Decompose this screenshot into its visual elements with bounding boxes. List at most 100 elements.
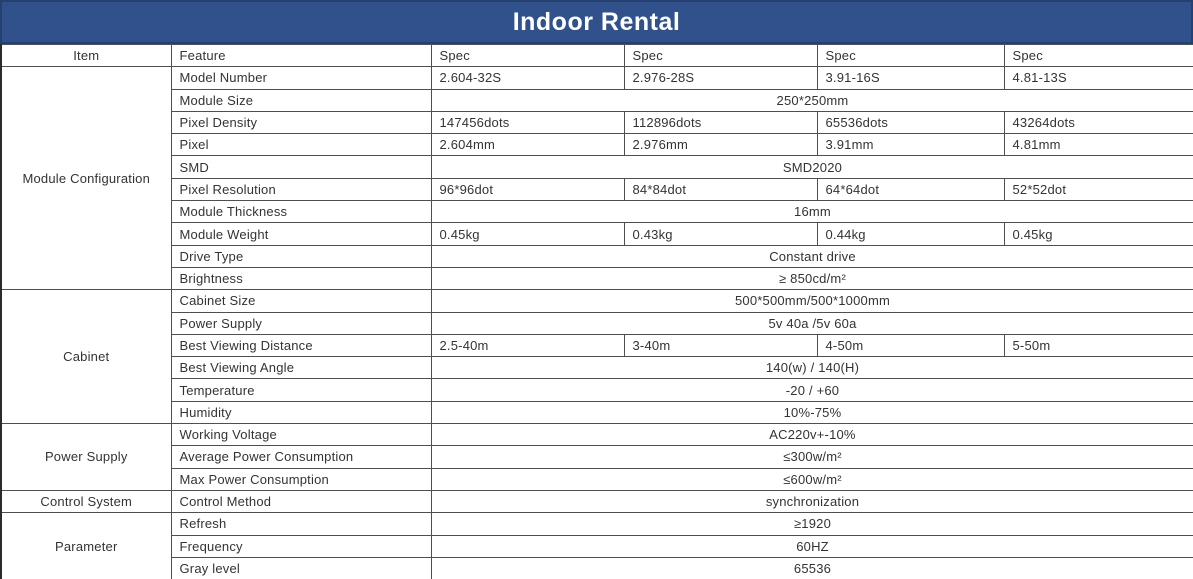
feature-cell: Module Weight	[170, 222, 432, 246]
feature-cell: Max Power Consumption	[170, 467, 432, 491]
table-row: Temperature -20 / +60	[1, 378, 1193, 402]
spec-span-cell: ≥1920	[430, 512, 1193, 536]
feature-cell: SMD	[170, 155, 432, 179]
feature-cell: Pixel	[170, 133, 432, 157]
spec-span-cell: 140(w) / 140(H)	[430, 356, 1193, 380]
feature-cell: Brightness	[170, 266, 432, 291]
spec-span-cell: 5v 40a /5v 60a	[430, 311, 1193, 335]
feature-cell: Pixel Resolution	[170, 177, 432, 202]
table-row: Best Viewing Angle 140(w) / 140(H)	[1, 356, 1193, 380]
table-row: Module Configuration Model Number 2.604-32…	[0, 66, 1193, 291]
feature-cell: Refresh	[170, 512, 432, 536]
spec-cell: 3-40m	[623, 333, 818, 358]
table-row: Drive Type Constant drive	[1, 244, 1193, 268]
spec-span-cell: ≤300w/m²	[430, 445, 1193, 469]
table-row: Average Power Consumption ≤300w/m²	[1, 445, 1193, 469]
spec-cell: 0.43kg	[623, 222, 818, 246]
feature-cell: Pixel Density	[170, 110, 432, 135]
item-cell: Parameter	[0, 512, 172, 579]
table-row: Pixel Density 147456dots 112896dots 65536do…	[1, 110, 1193, 135]
feature-cell: Control Method	[170, 489, 432, 514]
feature-cell: Module Size	[170, 88, 432, 112]
column-header-spec-4: Spec	[1003, 43, 1193, 68]
feature-cell: Best Viewing Angle	[170, 356, 432, 380]
spec-cell: 0.44kg	[816, 222, 1005, 246]
spec-span-cell: Constant drive	[430, 244, 1193, 268]
table-row: Power Supply 5v 40a /5v 60a	[1, 311, 1193, 335]
table-row: Brightness ≥ 850cd/m²	[1, 266, 1193, 291]
feature-cell: Power Supply	[170, 311, 432, 335]
item-cell: Control System	[0, 489, 172, 514]
spec-span-cell: -20 / +60	[430, 378, 1193, 402]
spec-cell: 5-50m	[1003, 333, 1193, 358]
feature-cell: Frequency	[170, 534, 432, 558]
column-header-feature: Feature	[170, 43, 432, 68]
table-row: Cabinet Cabinet Size 500*500mm/500*1000mm	[0, 289, 1193, 425]
spec-cell: 147456dots	[430, 110, 625, 135]
spec-cell: 4-50m	[816, 333, 1005, 358]
spec-span-cell: 10%-75%	[430, 400, 1193, 425]
spec-span-cell: 250*250mm	[430, 88, 1193, 112]
spec-cell: 52*52dot	[1003, 177, 1193, 202]
table-row: Max Power Consumption ≤600w/m²	[1, 467, 1193, 491]
column-header-spec-3: Spec	[816, 43, 1005, 68]
page-title: Indoor Rental	[512, 7, 681, 36]
spec-span-cell: SMD2020	[430, 155, 1193, 179]
table-row: Module Size 250*250mm	[1, 88, 1193, 112]
feature-cell: Temperature	[170, 378, 432, 402]
spec-span-cell: 16mm	[430, 200, 1193, 224]
spec-cell: 4.81-13S	[1003, 66, 1193, 90]
spec-cell: 0.45kg	[1003, 222, 1193, 246]
spec-cell: 43264dots	[1003, 110, 1193, 135]
column-header-item: Item	[0, 43, 172, 68]
column-header-spec-2: Spec	[623, 43, 818, 68]
spec-cell: 2.5-40m	[430, 333, 625, 358]
feature-cell: Best Viewing Distance	[170, 333, 432, 358]
spec-cell: 2.604mm	[430, 133, 625, 157]
item-cell: Cabinet	[0, 289, 172, 425]
spec-cell: 0.45kg	[430, 222, 625, 246]
table-row: Module Weight 0.45kg 0.43kg 0.44kg 0.45kg	[1, 222, 1193, 246]
table-row: Pixel 2.604mm 2.976mm 3.91mm 4.81mm	[1, 133, 1193, 157]
table-row: Power Supply Working Voltage AC220v+-10%	[0, 423, 1193, 491]
table-row: Module Thickness 16mm	[1, 200, 1193, 224]
spec-cell: 64*64dot	[816, 177, 1005, 202]
spec-cell: 65536dots	[816, 110, 1005, 135]
table-row: Gray level 65536	[1, 556, 1193, 579]
table-header-row: Item Feature Spec Spec Spec Spec	[0, 43, 1193, 68]
feature-cell: Drive Type	[170, 244, 432, 268]
feature-cell: Cabinet Size	[170, 289, 432, 313]
feature-cell: Module Thickness	[170, 200, 432, 224]
feature-cell: Humidity	[170, 400, 432, 425]
feature-cell: Average Power Consumption	[170, 445, 432, 469]
table-row: Parameter Refresh ≥1920	[0, 512, 1193, 579]
spec-span-cell: 500*500mm/500*1000mm	[430, 289, 1193, 313]
feature-cell: Model Number	[170, 66, 432, 90]
spec-cell: 3.91mm	[816, 133, 1005, 157]
spec-cell: 2.976-28S	[623, 66, 818, 90]
item-cell: Power Supply	[0, 423, 172, 491]
feature-cell: Working Voltage	[170, 423, 432, 447]
column-header-spec-1: Spec	[430, 43, 625, 68]
table-row: Frequency 60HZ	[1, 534, 1193, 558]
spec-span-cell: synchronization	[430, 489, 1193, 514]
spec-span-cell: ≤600w/m²	[430, 467, 1193, 491]
item-cell: Module Configuration	[0, 66, 172, 291]
table-row: Humidity 10%-75%	[1, 400, 1193, 425]
spec-table: Item Feature Spec Spec Spec Spec Module …	[0, 43, 1193, 579]
spec-cell: 112896dots	[623, 110, 818, 135]
spec-cell: 2.976mm	[623, 133, 818, 157]
spec-span-cell: ≥ 850cd/m²	[430, 266, 1193, 291]
table-row: Pixel Resolution 96*96dot 84*84dot 64*64dot…	[1, 177, 1193, 202]
feature-cell: Gray level	[170, 556, 432, 579]
title-bar: Indoor Rental	[0, 0, 1193, 44]
spec-cell: 2.604-32S	[430, 66, 625, 90]
table-row: Best Viewing Distance 2.5-40m 3-40m 4-50m 5-…	[1, 333, 1193, 358]
table-row: SMD SMD2020	[1, 155, 1193, 179]
spec-span-cell: 60HZ	[430, 534, 1193, 558]
spec-cell: 4.81mm	[1003, 133, 1193, 157]
table-row: Control System Control Method synchronizat…	[0, 489, 1193, 514]
spec-span-cell: AC220v+-10%	[430, 423, 1193, 447]
spec-cell: 84*84dot	[623, 177, 818, 202]
